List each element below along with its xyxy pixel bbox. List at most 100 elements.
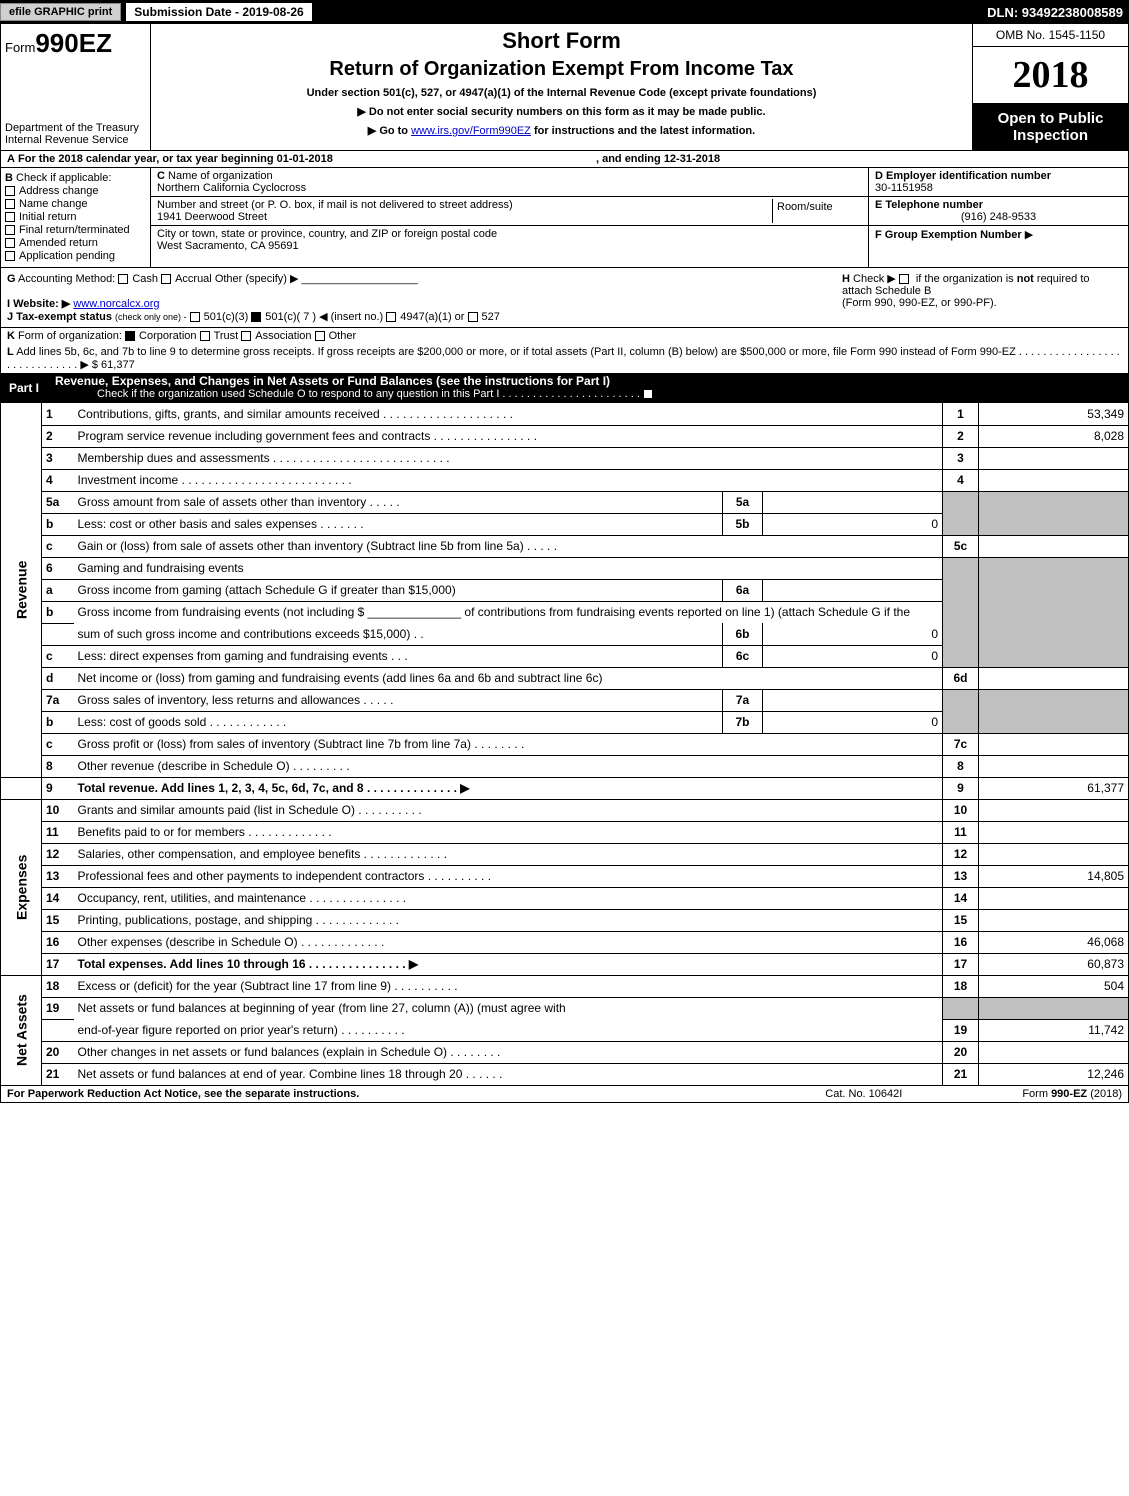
- line6d-num: d: [42, 667, 74, 689]
- return-title: Return of Organization Exempt From Incom…: [159, 58, 964, 81]
- line19-desc2: end-of-year figure reported on prior yea…: [74, 1019, 943, 1041]
- line5a-sv: [763, 491, 943, 513]
- a-text1: For the 2018 calendar year, or tax year …: [18, 153, 277, 165]
- line7b-num: b: [42, 711, 74, 733]
- line12-ln: 12: [943, 843, 979, 865]
- line6c-sn: 6c: [723, 645, 763, 667]
- check-501c3[interactable]: [190, 312, 200, 322]
- h-label: H: [842, 273, 850, 285]
- under-section: Under section 501(c), 527, or 4947(a)(1)…: [159, 87, 964, 99]
- 501c3-label: 501(c)(3): [204, 311, 249, 323]
- line6-grey: [943, 557, 979, 667]
- org-name: Northern California Cyclocross: [157, 182, 306, 194]
- line6a-desc: Gross income from gaming (attach Schedul…: [74, 579, 723, 601]
- check-cash[interactable]: [118, 274, 128, 284]
- line1-amt: 53,349: [979, 403, 1129, 425]
- check-name-change[interactable]: Name change: [5, 198, 146, 210]
- line21-ln: 21: [943, 1063, 979, 1085]
- header-left: Form990EZ Department of the Treasury Int…: [1, 24, 151, 150]
- check-association[interactable]: [241, 331, 251, 341]
- row-k: K Form of organization: Corporation Trus…: [0, 328, 1129, 344]
- goto-instructions: ▶ Go to www.irs.gov/Form990EZ for instru…: [159, 124, 964, 137]
- telephone-row: E Telephone number (916) 248-9533: [869, 197, 1128, 226]
- row-l: L Add lines 5b, 6c, and 7b to line 9 to …: [0, 344, 1129, 374]
- line10-ln: 10: [943, 799, 979, 821]
- line-7c: c Gross profit or (loss) from sales of i…: [1, 733, 1129, 755]
- line7c-ln: 7c: [943, 733, 979, 755]
- line13-ln: 13: [943, 865, 979, 887]
- open-line2: Inspection: [975, 127, 1126, 144]
- line21-desc: Net assets or fund balances at end of ye…: [74, 1063, 943, 1085]
- a-label: A: [7, 153, 15, 165]
- line5b-num: b: [42, 513, 74, 535]
- line13-amt: 14,805: [979, 865, 1129, 887]
- line-14: 14Occupancy, rent, utilities, and mainte…: [1, 887, 1129, 909]
- line-4: 4 Investment income . . . . . . . . . . …: [1, 469, 1129, 491]
- check-address-change[interactable]: Address change: [5, 185, 146, 197]
- check-527[interactable]: [468, 312, 478, 322]
- l-label: L: [7, 346, 14, 358]
- line-2: 2 Program service revenue including gove…: [1, 425, 1129, 447]
- check-schedule-o[interactable]: [643, 389, 653, 399]
- line-11: 11Benefits paid to or for members . . . …: [1, 821, 1129, 843]
- line6a-sv: [763, 579, 943, 601]
- check-accrual[interactable]: [161, 274, 171, 284]
- goto-link[interactable]: www.irs.gov/Form990EZ: [411, 125, 531, 137]
- line14-num: 14: [42, 887, 74, 909]
- line-15: 15Printing, publications, postage, and s…: [1, 909, 1129, 931]
- check-final-return[interactable]: Final return/terminated: [5, 224, 146, 236]
- check-501c[interactable]: [251, 312, 261, 322]
- telephone-value: (916) 248-9533: [875, 211, 1122, 223]
- i-label: I Website: ▶: [7, 298, 70, 310]
- line1-num: 1: [42, 403, 74, 425]
- line6c-desc: Less: direct expenses from gaming and fu…: [74, 645, 723, 667]
- check-initial-return[interactable]: Initial return: [5, 211, 146, 223]
- other-label: Other (specify) ▶: [215, 273, 299, 285]
- line20-desc: Other changes in net assets or fund bala…: [74, 1041, 943, 1063]
- line18-desc: Excess or (deficit) for the year (Subtra…: [74, 975, 943, 997]
- check-corporation[interactable]: [125, 331, 135, 341]
- check-other-org[interactable]: [315, 331, 325, 341]
- line6d-desc: Net income or (loss) from gaming and fun…: [74, 667, 943, 689]
- line12-amt: [979, 843, 1129, 865]
- line-5c: c Gain or (loss) from sale of assets oth…: [1, 535, 1129, 557]
- line13-num: 13: [42, 865, 74, 887]
- line5a-desc: Gross amount from sale of assets other t…: [74, 491, 723, 513]
- line-12: 12Salaries, other compensation, and empl…: [1, 843, 1129, 865]
- line6c-sv: 0: [763, 645, 943, 667]
- line11-ln: 11: [943, 821, 979, 843]
- line7c-num: c: [42, 733, 74, 755]
- line5c-amt: [979, 535, 1129, 557]
- check-trust[interactable]: [200, 331, 210, 341]
- line3-ln: 3: [943, 447, 979, 469]
- line5a-num: 5a: [42, 491, 74, 513]
- form-header: Form990EZ Department of the Treasury Int…: [0, 24, 1129, 151]
- efile-print-button[interactable]: efile GRAPHIC print: [0, 3, 121, 21]
- d-label: D Employer identification number: [875, 170, 1051, 182]
- line9-num: 9: [42, 777, 74, 799]
- line19b-num: [42, 1019, 74, 1041]
- check-application-pending[interactable]: Application pending: [5, 250, 146, 262]
- check-amended-return[interactable]: Amended return: [5, 237, 146, 249]
- line4-ln: 4: [943, 469, 979, 491]
- website-link[interactable]: www.norcalcx.org: [73, 298, 159, 310]
- line6d-ln: 6d: [943, 667, 979, 689]
- line10-amt: [979, 799, 1129, 821]
- assoc-label: Association: [255, 330, 311, 342]
- line7c-amt: [979, 733, 1129, 755]
- check-4947[interactable]: [386, 312, 396, 322]
- line7-grey: [943, 689, 979, 733]
- line6a-num: a: [42, 579, 74, 601]
- 527-label: 527: [482, 311, 500, 323]
- line3-desc: Membership dues and assessments . . . . …: [74, 447, 943, 469]
- line10-desc: Grants and similar amounts paid (list in…: [74, 799, 943, 821]
- line19-grey-amt: [979, 997, 1129, 1019]
- revenue-sidelabel: Revenue: [1, 403, 42, 777]
- check-h[interactable]: [899, 274, 909, 284]
- line18-num: 18: [42, 975, 74, 997]
- line17-num: 17: [42, 953, 74, 975]
- open-to-public: Open to Public Inspection: [973, 104, 1128, 150]
- line1-ln: 1: [943, 403, 979, 425]
- line16-num: 16: [42, 931, 74, 953]
- part1-table: Revenue 1 Contributions, gifts, grants, …: [0, 403, 1129, 1086]
